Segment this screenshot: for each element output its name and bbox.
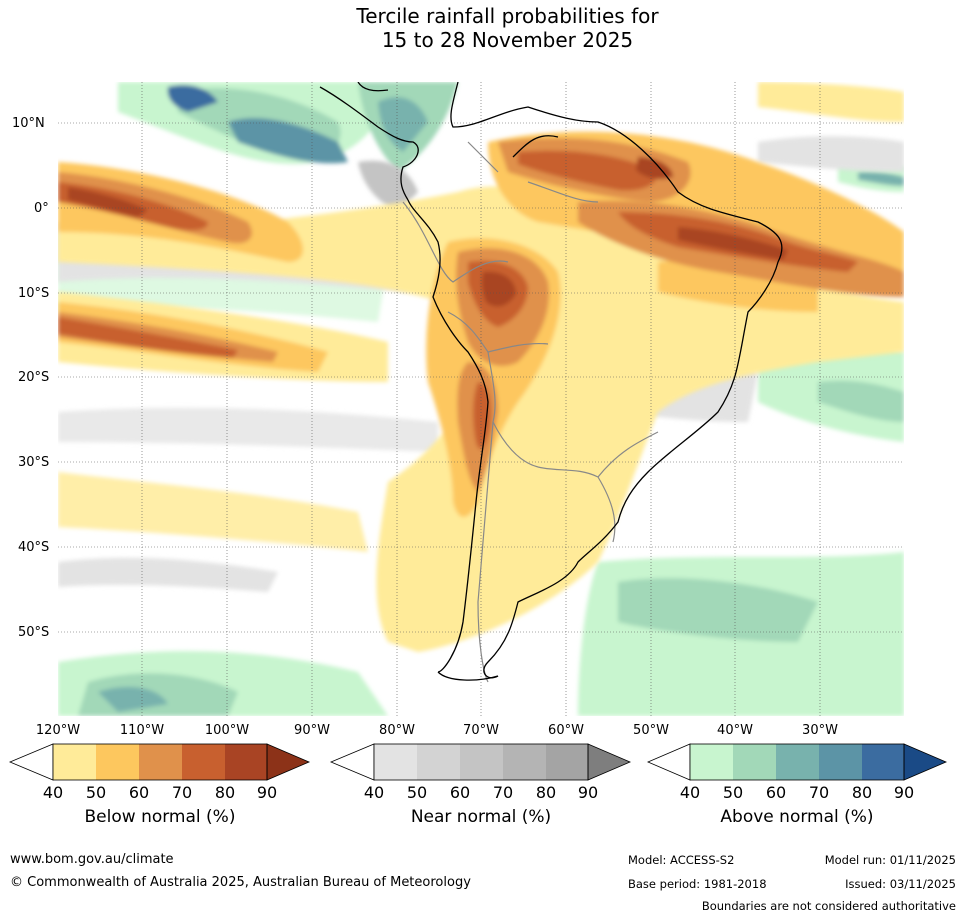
near-tick-50: 50 bbox=[406, 783, 428, 802]
near-tick-80: 80 bbox=[535, 783, 557, 802]
lat-label-10s: 10°S bbox=[18, 286, 50, 301]
near-tick-90: 90 bbox=[577, 783, 599, 802]
title-line-2: 15 to 28 November 2025 bbox=[381, 28, 634, 52]
boundaries-disclaimer: Boundaries are not considered authoritat… bbox=[701, 899, 956, 913]
title-line-1: Tercile rainfall probabilities for bbox=[356, 4, 659, 28]
above-tick-70: 70 bbox=[808, 783, 830, 802]
lon-label-30w: 30°W bbox=[802, 723, 838, 738]
above-normal-title: Above normal (%) bbox=[720, 807, 874, 827]
below-tick-80: 80 bbox=[214, 783, 236, 802]
model-run: Model run: 01/11/2025 bbox=[824, 853, 956, 867]
below-tick-70: 70 bbox=[171, 783, 193, 802]
colorbar-near-normal bbox=[329, 743, 632, 781]
lon-label-90w: 90°W bbox=[294, 723, 330, 738]
below-tick-40: 40 bbox=[42, 783, 64, 802]
lat-label-20s: 20°S bbox=[18, 370, 50, 385]
colorbars bbox=[8, 743, 948, 781]
lon-label-80w: 80°W bbox=[379, 723, 415, 738]
copyright-text: © Commonwealth of Australia 2025, Austra… bbox=[10, 875, 471, 890]
colorbar-below-normal bbox=[8, 743, 311, 781]
lon-label-40w: 40°W bbox=[717, 723, 753, 738]
lon-label-50w: 50°W bbox=[633, 723, 669, 738]
coastline bbox=[319, 82, 783, 681]
below-tick-60: 60 bbox=[128, 783, 150, 802]
lat-label-50s: 50°S bbox=[18, 625, 50, 640]
below-tick-90: 90 bbox=[256, 783, 278, 802]
above-tick-40: 40 bbox=[679, 783, 701, 802]
lon-label-60w: 60°W bbox=[548, 723, 584, 738]
lat-label-10n: 10°N bbox=[12, 116, 45, 131]
website-link[interactable]: www.bom.gov.au/climate bbox=[10, 852, 174, 867]
lon-label-100w: 100°W bbox=[204, 723, 250, 738]
graticule bbox=[58, 82, 904, 716]
above-tick-80: 80 bbox=[851, 783, 873, 802]
map-title: Tercile rainfall probabilities for 15 to… bbox=[0, 4, 965, 52]
lat-label-40s: 40°S bbox=[18, 540, 50, 555]
colorbar-above-normal bbox=[646, 743, 948, 781]
rainfall-probability-map bbox=[58, 82, 904, 716]
lon-label-70w: 70°W bbox=[463, 723, 499, 738]
near-tick-70: 70 bbox=[492, 783, 514, 802]
lat-label-0: 0° bbox=[34, 201, 49, 216]
above-tick-60: 60 bbox=[765, 783, 787, 802]
below-normal-title: Below normal (%) bbox=[84, 807, 236, 827]
model-name: Model: ACCESS-S2 bbox=[628, 853, 735, 867]
below-normal-layer bbox=[58, 82, 904, 652]
above-tick-50: 50 bbox=[722, 783, 744, 802]
lon-label-120w: 120°W bbox=[35, 723, 81, 738]
near-tick-40: 40 bbox=[363, 783, 385, 802]
near-tick-60: 60 bbox=[449, 783, 471, 802]
above-tick-90: 90 bbox=[893, 783, 915, 802]
near-normal-title: Near normal (%) bbox=[410, 807, 552, 827]
below-tick-50: 50 bbox=[85, 783, 107, 802]
country-borders bbox=[402, 141, 659, 683]
issued-date: Issued: 03/11/2025 bbox=[845, 877, 956, 891]
lat-label-30s: 30°S bbox=[18, 455, 50, 470]
base-period: Base period: 1981-2018 bbox=[628, 877, 767, 891]
lon-label-110w: 110°W bbox=[119, 723, 165, 738]
